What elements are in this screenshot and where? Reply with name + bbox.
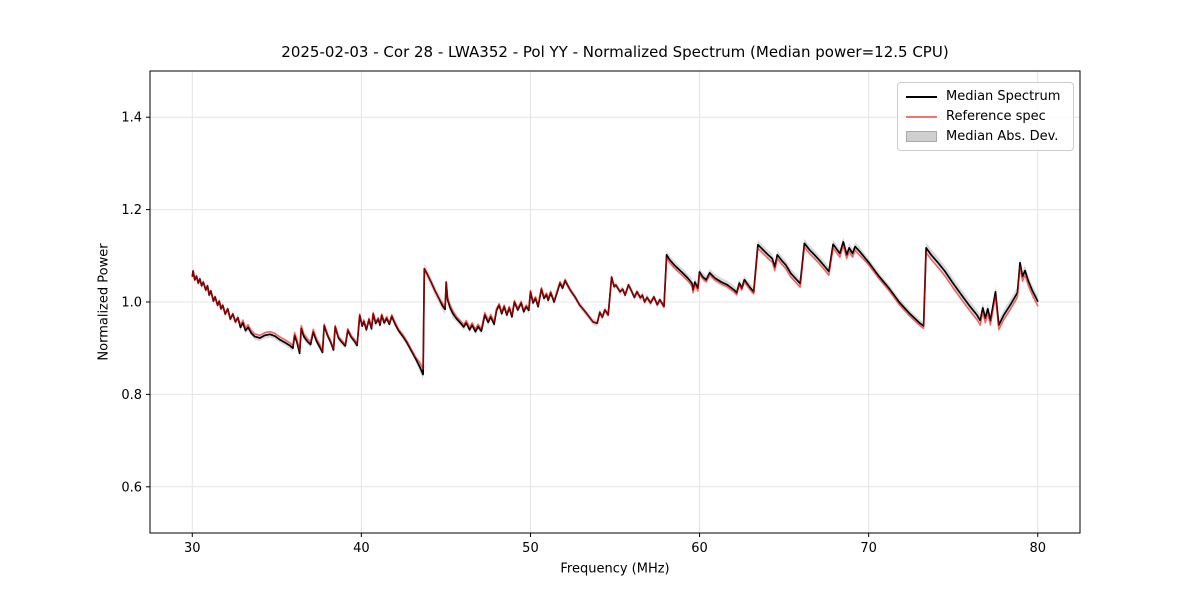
x-tick-label: 50: [522, 541, 539, 556]
reference-spec-line-icon: [906, 115, 937, 118]
x-tick-label: 30: [184, 541, 201, 556]
median-abs-dev-band: [192, 237, 1038, 380]
legend-label-median-spectrum: Median Spectrum: [946, 89, 1061, 104]
y-tick-label: 0.8: [121, 388, 142, 403]
plot-title: 2025-02-03 - Cor 28 - LWA352 - Pol YY - …: [281, 43, 949, 61]
legend-label-median-abs-dev: Median Abs. Dev.: [946, 129, 1059, 144]
median-spectrum-line-icon: [906, 95, 937, 98]
y-tick-label: 1.4: [121, 111, 142, 126]
legend: Median Spectrum Reference spec Median Ab…: [897, 82, 1074, 151]
median-abs-dev-patch-icon: [906, 131, 937, 142]
x-tick-label: 60: [691, 541, 708, 556]
y-tick-label: 1.2: [121, 203, 142, 218]
x-tick-label: 40: [353, 541, 370, 556]
legend-entry-median-abs-dev: Median Abs. Dev.: [906, 129, 1065, 144]
legend-label-reference-spec: Reference spec: [946, 109, 1046, 124]
x-axis-label: Frequency (MHz): [560, 561, 670, 577]
x-tick-label: 80: [1029, 541, 1046, 556]
reference-spec-line: [191, 244, 1039, 370]
y-axis-label: Normalized Power: [96, 243, 112, 361]
legend-entry-median-spectrum: Median Spectrum: [906, 89, 1065, 104]
y-tick-label: 0.6: [121, 480, 142, 495]
legend-entry-reference-spec: Reference spec: [906, 109, 1065, 124]
x-tick-label: 70: [860, 541, 877, 556]
median-spectrum-line: [191, 241, 1039, 376]
y-tick-label: 1.0: [121, 296, 142, 311]
